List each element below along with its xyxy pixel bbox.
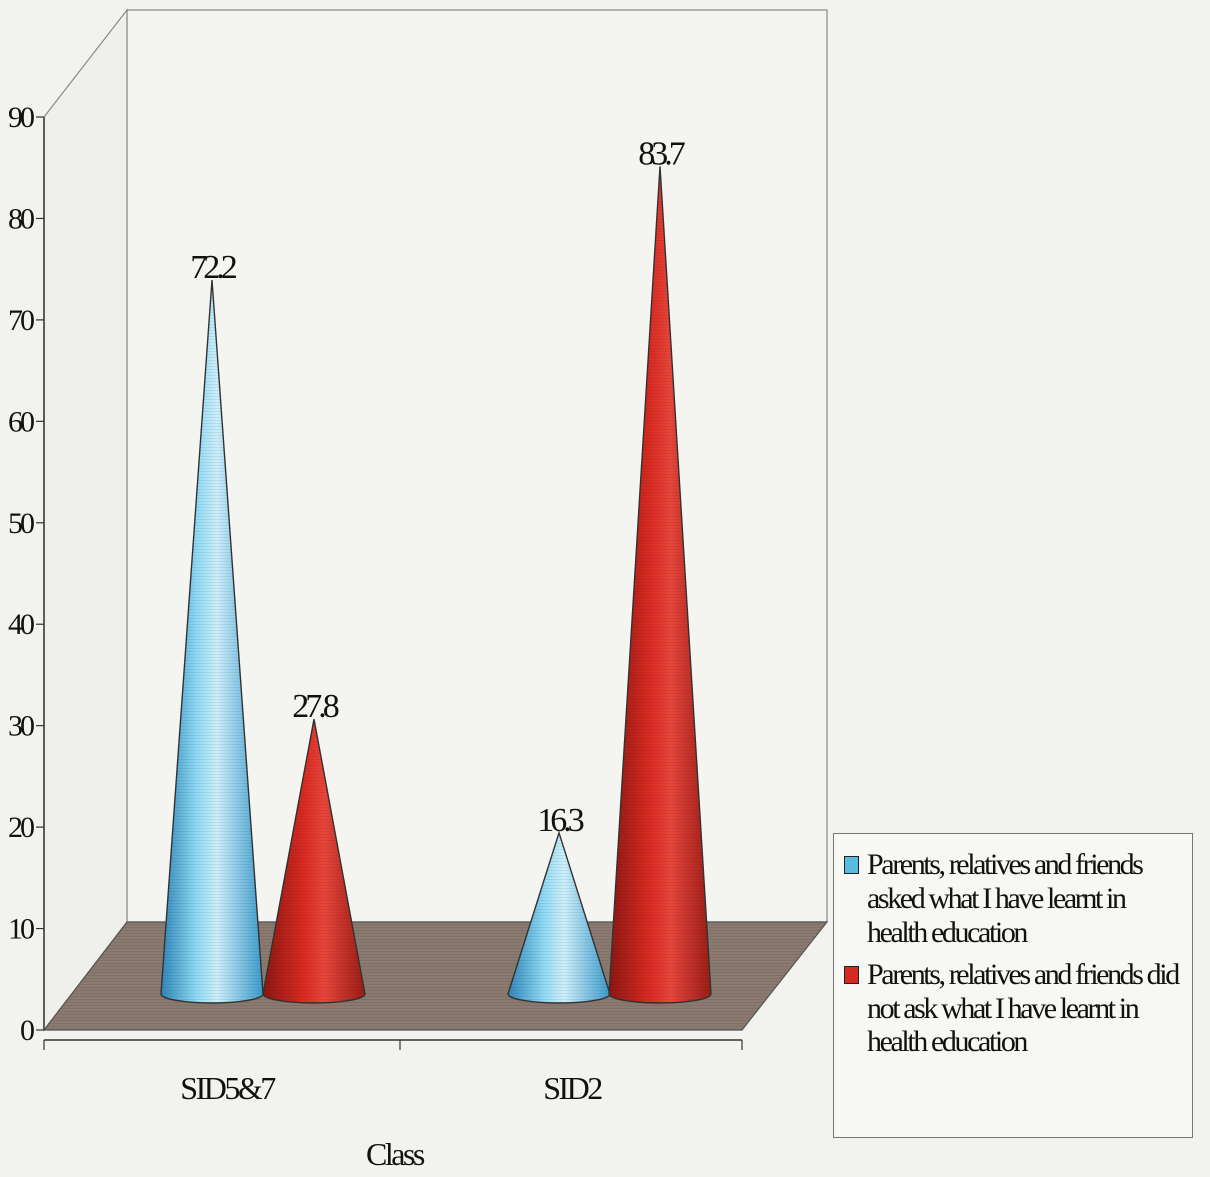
y-tick-label: 50 xyxy=(8,507,34,540)
data-label: 83.7 xyxy=(638,135,686,172)
x-tick-label: SID2 xyxy=(543,1070,602,1106)
data-label: 27.8 xyxy=(292,688,339,725)
legend-entry-not-asked: Parents, relatives and friends did not a… xyxy=(844,958,1184,1060)
cone-shading xyxy=(609,166,711,1004)
y-tick-label: 70 xyxy=(8,304,34,337)
legend-swatch-asked xyxy=(844,856,859,874)
y-tick-label: 40 xyxy=(8,608,34,641)
cone-mark xyxy=(160,279,264,1004)
y-tick-label: 0 xyxy=(20,1014,34,1047)
x-tick-label: SID5&7 xyxy=(180,1070,276,1106)
cone-mark xyxy=(262,718,366,1004)
data-label: 72.2 xyxy=(190,249,237,286)
legend-label-not-asked: Parents, relatives and friends did not a… xyxy=(867,957,1180,1059)
y-tick-label: 30 xyxy=(8,710,34,743)
cone-mark xyxy=(608,166,712,1004)
legend-entry-asked: Parents, relatives and friends asked wha… xyxy=(844,848,1184,950)
y-tick-label: 80 xyxy=(8,202,34,235)
chart-side-wall xyxy=(43,8,128,1032)
legend: Parents, relatives and friends asked wha… xyxy=(833,833,1193,1138)
x-axis-title: Class xyxy=(366,1136,425,1172)
y-tick-label: 20 xyxy=(8,811,34,844)
cone-mark xyxy=(507,830,611,1004)
cone-shading xyxy=(161,280,263,1003)
legend-label-asked: Parents, relatives and friends asked wha… xyxy=(867,848,1144,949)
data-label: 16.3 xyxy=(537,802,584,839)
legend-swatch-not-asked xyxy=(844,965,859,984)
y-tick-label: 60 xyxy=(8,405,34,438)
y-tick-label: 10 xyxy=(8,913,34,946)
cone-shading xyxy=(263,719,365,1003)
cone-shading xyxy=(508,832,610,1003)
y-tick-label: 90 xyxy=(8,101,34,134)
